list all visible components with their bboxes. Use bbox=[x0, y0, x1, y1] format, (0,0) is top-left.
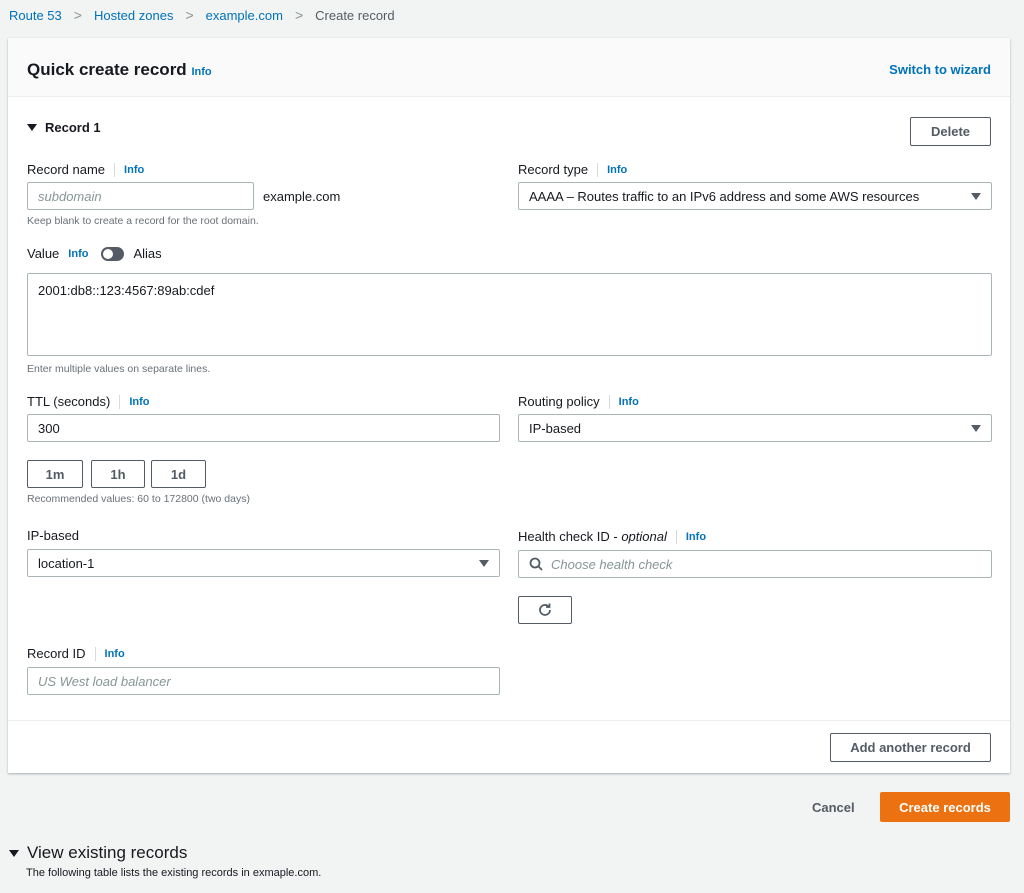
placeholder: Choose health check bbox=[551, 556, 673, 572]
label-text: Value bbox=[27, 246, 60, 261]
value-textarea[interactable]: 2001:db8::123:4567:89ab:cdef bbox=[27, 273, 992, 356]
record-id-input[interactable]: US West load balancer bbox=[27, 667, 500, 695]
ttl-1h-button[interactable]: 1h bbox=[91, 460, 145, 488]
caret-down-icon bbox=[9, 849, 19, 857]
label-text: Routing policy bbox=[518, 394, 600, 409]
breadcrumb-route53[interactable]: Route 53 bbox=[9, 7, 62, 23]
select-value: location-1 bbox=[38, 555, 95, 571]
value-label: Value Info Alias bbox=[27, 246, 162, 261]
breadcrumb-current: Create record bbox=[315, 7, 395, 23]
switch-to-wizard-link[interactable]: Switch to wizard bbox=[889, 62, 991, 77]
placeholder: US West load balancer bbox=[38, 673, 171, 689]
label-text: Record type bbox=[518, 162, 589, 177]
record-name-hint: Keep blank to create a record for the ro… bbox=[27, 215, 259, 227]
record-type-label: Record type Info bbox=[518, 162, 627, 177]
refresh-button[interactable] bbox=[518, 596, 572, 624]
breadcrumb-example-com[interactable]: example.com bbox=[205, 7, 283, 23]
routing-info[interactable]: Info bbox=[618, 395, 639, 408]
placeholder: subdomain bbox=[38, 188, 102, 204]
record-name-input[interactable]: subdomain bbox=[27, 182, 254, 210]
caret-down-icon bbox=[27, 124, 37, 131]
record-name-info[interactable]: Info bbox=[124, 163, 145, 176]
ttl-hint: Recommended values: 60 to 172800 (two da… bbox=[27, 493, 250, 505]
existing-records-description: The following table lists the existing r… bbox=[26, 867, 322, 879]
routing-policy-select[interactable]: IP-based bbox=[518, 414, 992, 442]
value-hint: Enter multiple values on separate lines. bbox=[27, 363, 211, 375]
health-check-search[interactable]: Choose health check bbox=[518, 550, 992, 578]
routing-policy-label: Routing policy Info bbox=[518, 394, 639, 409]
health-info[interactable]: Info bbox=[685, 530, 707, 543]
label-text: Health check ID - bbox=[518, 529, 618, 544]
ip-based-label: IP-based bbox=[27, 528, 80, 543]
select-value: AAAA – Routes traffic to an IPv6 address… bbox=[529, 188, 920, 204]
panel-header bbox=[8, 38, 1010, 97]
chevron-right-icon: > bbox=[294, 7, 304, 23]
ttl-info[interactable]: Info bbox=[129, 395, 150, 408]
chevron-right-icon: > bbox=[73, 7, 82, 23]
breadcrumb-hosted-zones[interactable]: Hosted zones bbox=[93, 7, 174, 23]
caret-down-icon bbox=[971, 192, 981, 200]
add-another-record-button[interactable]: Add another record bbox=[830, 733, 991, 762]
ttl-1m-button[interactable]: 1m bbox=[27, 460, 83, 488]
optional-text: optional bbox=[621, 529, 667, 544]
existing-records-title: View existing records bbox=[27, 843, 188, 862]
health-check-label: Health check ID - optional Info bbox=[518, 529, 706, 544]
value-text: 2001:db8::123:4567:89ab:cdef bbox=[38, 283, 215, 298]
record-1-toggle[interactable]: Record 1 bbox=[27, 120, 101, 135]
chevron-right-icon: > bbox=[185, 7, 194, 23]
page-title-text: Quick create record bbox=[27, 60, 187, 79]
search-icon bbox=[529, 557, 543, 571]
title-info-link[interactable]: Info bbox=[191, 66, 212, 78]
create-records-button[interactable]: Create records bbox=[880, 792, 1010, 822]
record-type-info[interactable]: Info bbox=[607, 163, 628, 176]
ttl-value: 300 bbox=[38, 420, 60, 436]
refresh-icon bbox=[539, 603, 551, 616]
label-text: Record ID bbox=[27, 646, 86, 661]
alias-toggle[interactable] bbox=[101, 246, 125, 261]
select-value: IP-based bbox=[529, 420, 582, 436]
delete-button[interactable]: Delete bbox=[910, 117, 991, 146]
ttl-input[interactable]: 300 bbox=[27, 414, 500, 442]
label-text: TTL (seconds) bbox=[27, 394, 111, 409]
record-type-select[interactable]: AAAA – Routes traffic to an IPv6 address… bbox=[518, 182, 992, 210]
caret-down-icon bbox=[479, 559, 489, 567]
domain-suffix: example.com bbox=[263, 189, 341, 204]
label-text: Record name bbox=[27, 162, 106, 177]
alias-label: Alias bbox=[133, 246, 162, 261]
cancel-button[interactable]: Cancel bbox=[812, 800, 855, 815]
caret-down-icon bbox=[971, 424, 981, 432]
record-id-label: Record ID Info bbox=[27, 646, 125, 661]
view-existing-records-toggle[interactable]: View existing records bbox=[9, 843, 187, 863]
value-info[interactable]: Info bbox=[68, 247, 89, 260]
breadcrumb: Route 53 > Hosted zones > example.com > Cre… bbox=[9, 7, 395, 23]
record-name-label: Record name Info bbox=[27, 162, 144, 177]
ttl-1d-button[interactable]: 1d bbox=[151, 460, 206, 488]
ip-based-select[interactable]: location-1 bbox=[27, 549, 500, 577]
ttl-label: TTL (seconds) Info bbox=[27, 394, 150, 409]
page-title: Quick create record Info bbox=[27, 60, 212, 80]
quick-create-panel: Quick create record Info Switch to wizar… bbox=[8, 38, 1010, 773]
divider bbox=[8, 720, 1010, 721]
record-title: Record 1 bbox=[45, 120, 101, 135]
record-id-info[interactable]: Info bbox=[104, 647, 125, 660]
